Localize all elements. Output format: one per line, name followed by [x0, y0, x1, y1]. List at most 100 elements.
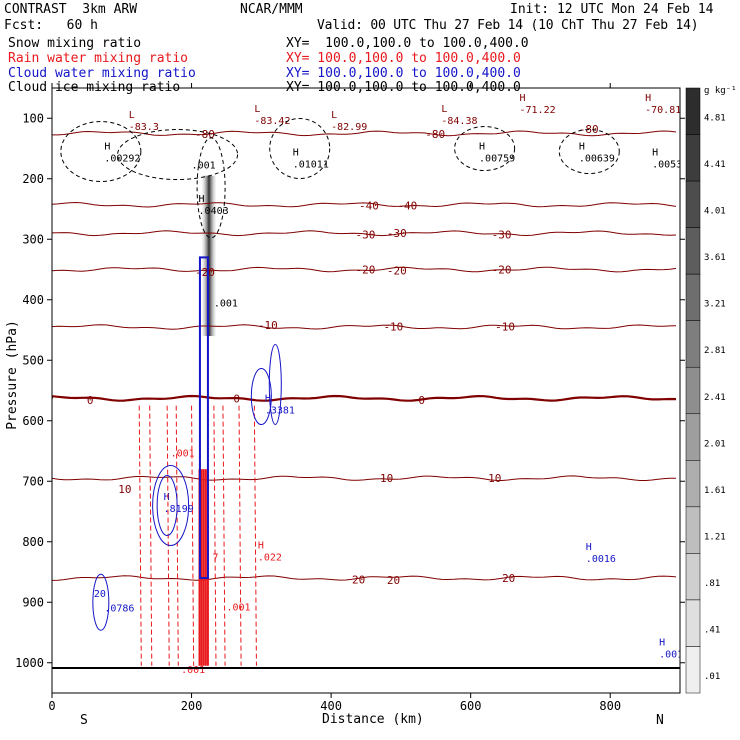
isotherm-label: -20 — [492, 264, 512, 277]
y-tick-label: 700 — [22, 474, 44, 488]
y-tick-label: 300 — [22, 232, 44, 246]
colorbar-bin — [685, 413, 701, 461]
cloud-ice-contour — [196, 137, 226, 239]
extremum-marker: H — [652, 147, 658, 158]
rain-water-contour — [253, 405, 257, 666]
y-tick-label: 400 — [22, 293, 44, 307]
rain-water-contour — [213, 405, 217, 666]
isotherm-label: 20 — [387, 574, 400, 587]
extremum-marker: L — [129, 110, 135, 121]
y-axis-title: Pressure (hPa) — [5, 320, 20, 430]
extremum-value: .0053 — [652, 159, 682, 170]
y-tick-label: 900 — [22, 595, 44, 609]
x-axis-north-label: N — [656, 713, 664, 728]
extremum-value: .00639 — [579, 153, 615, 164]
x-axis-south-label: S — [80, 713, 88, 728]
rain-water-contour — [191, 405, 195, 666]
cloud-water-contour — [250, 368, 272, 426]
rain-water-contour — [138, 405, 142, 666]
y-tick-label: 100 — [22, 111, 44, 125]
cloud-ice-contour — [558, 129, 620, 175]
extremum-marker: L — [331, 110, 337, 121]
isotherm--40 — [52, 201, 677, 208]
isotherm-label: -80 — [195, 128, 215, 141]
x-tick-label: 200 — [181, 699, 203, 713]
isotherm-10 — [52, 475, 677, 482]
institution-label: NCAR/MMM — [240, 2, 303, 17]
isotherm-label: 10 — [488, 472, 501, 485]
rain-water-core — [204, 469, 207, 666]
isotherm--80 — [52, 130, 677, 137]
colorbar-bin — [685, 180, 701, 228]
colorbar-label: .01 — [704, 672, 720, 682]
cloud-water-column — [198, 256, 209, 580]
extremum-value: .001 — [192, 161, 216, 172]
isotherm-0 — [52, 394, 677, 402]
isotherm-label: -30 — [387, 227, 407, 240]
isotherm-label: 0 — [87, 394, 94, 407]
cloud-ice-contour — [269, 118, 331, 179]
colorbar-label: 3.21 — [704, 300, 726, 310]
model-title: CONTRAST 3km ARW — [4, 2, 138, 17]
y-tick-label: 1000 — [15, 656, 44, 670]
rain-water-core — [200, 469, 203, 666]
extremum-value: .01011 — [293, 159, 329, 170]
legend-cloudice-xy: XY= 100.0,100.0 to 100.0,400.0 — [286, 80, 521, 95]
cloud-ice-contour — [117, 129, 239, 181]
extremum-marker: H — [258, 541, 264, 552]
isotherm-label: 0 — [233, 392, 240, 405]
extremum-marker: H — [479, 141, 485, 152]
legend-snow-label: Snow mixing ratio — [8, 36, 142, 51]
isotherm-label: -80 — [425, 128, 445, 141]
colorbar-bin — [685, 460, 701, 508]
extremum-marker: L — [441, 104, 447, 115]
isotherm--30 — [52, 230, 677, 237]
extremum-marker: L — [254, 104, 260, 115]
isotherm-label: 10 — [380, 472, 393, 485]
colorbar-bin — [685, 134, 701, 182]
isotherm-label: -10 — [495, 320, 515, 333]
isotherm-label: -10 — [383, 320, 403, 333]
colorbar-bin — [685, 646, 701, 694]
extremum-value: 20 — [94, 589, 106, 600]
extremum-value: .0786 — [104, 603, 134, 614]
isotherm-label: 20 — [502, 572, 515, 585]
isotherm-label: -20 — [356, 264, 376, 277]
x-axis-title: Distance (km) — [322, 712, 424, 727]
colorbar-label: 4.41 — [704, 160, 726, 170]
plot-frame — [51, 87, 681, 694]
y-tick-label: 600 — [22, 414, 44, 428]
colorbar-bin — [685, 553, 701, 601]
extremum-value: .001 — [226, 602, 250, 613]
cloud-water-contour — [92, 573, 110, 631]
isotherm-label: -30 — [356, 228, 376, 241]
snow-mixing-shading — [202, 175, 216, 337]
rain-water-contour — [222, 405, 226, 666]
extremum-value: -82.99 — [331, 122, 367, 133]
isotherm--20 — [52, 266, 677, 273]
x-tick-label: 800 — [599, 699, 621, 713]
extremum-marker: H — [520, 93, 526, 104]
colorbar-label: .81 — [704, 579, 720, 589]
extremum-value: .001 — [659, 649, 683, 660]
isotherm-label: 20 — [352, 573, 365, 586]
legend-cloudwater-label: Cloud water mixing ratio — [8, 66, 196, 81]
valid-time: Valid: 00 UTC Thu 27 Feb 14 (10 ChT Thu … — [317, 18, 699, 33]
legend-rain-xy: XY= 100.0,100.0 to 100.0,400.0 — [286, 51, 521, 66]
colorbar-unit: g kg⁻¹ — [704, 86, 737, 96]
isotherm-label: -10 — [258, 319, 278, 332]
colorbar-bin — [685, 320, 701, 368]
isotherm-label: 10 — [118, 483, 131, 496]
extremum-value: .00292 — [104, 153, 140, 164]
extremum-value: -83.42 — [254, 116, 290, 127]
rain-water-contour — [149, 405, 153, 666]
legend-rain-label: Rain water mixing ratio — [8, 51, 189, 66]
extremum-value: .8199 — [164, 504, 194, 515]
x-tick-label: 600 — [460, 699, 482, 713]
colorbar-bin — [685, 227, 701, 275]
cloud-ice-contour — [60, 121, 142, 183]
extremum-value: .022 — [258, 553, 282, 564]
extremum-marker: H — [645, 93, 651, 104]
x-tick-label: 0 — [48, 699, 55, 713]
extremum-value: -70.81 — [645, 105, 681, 116]
